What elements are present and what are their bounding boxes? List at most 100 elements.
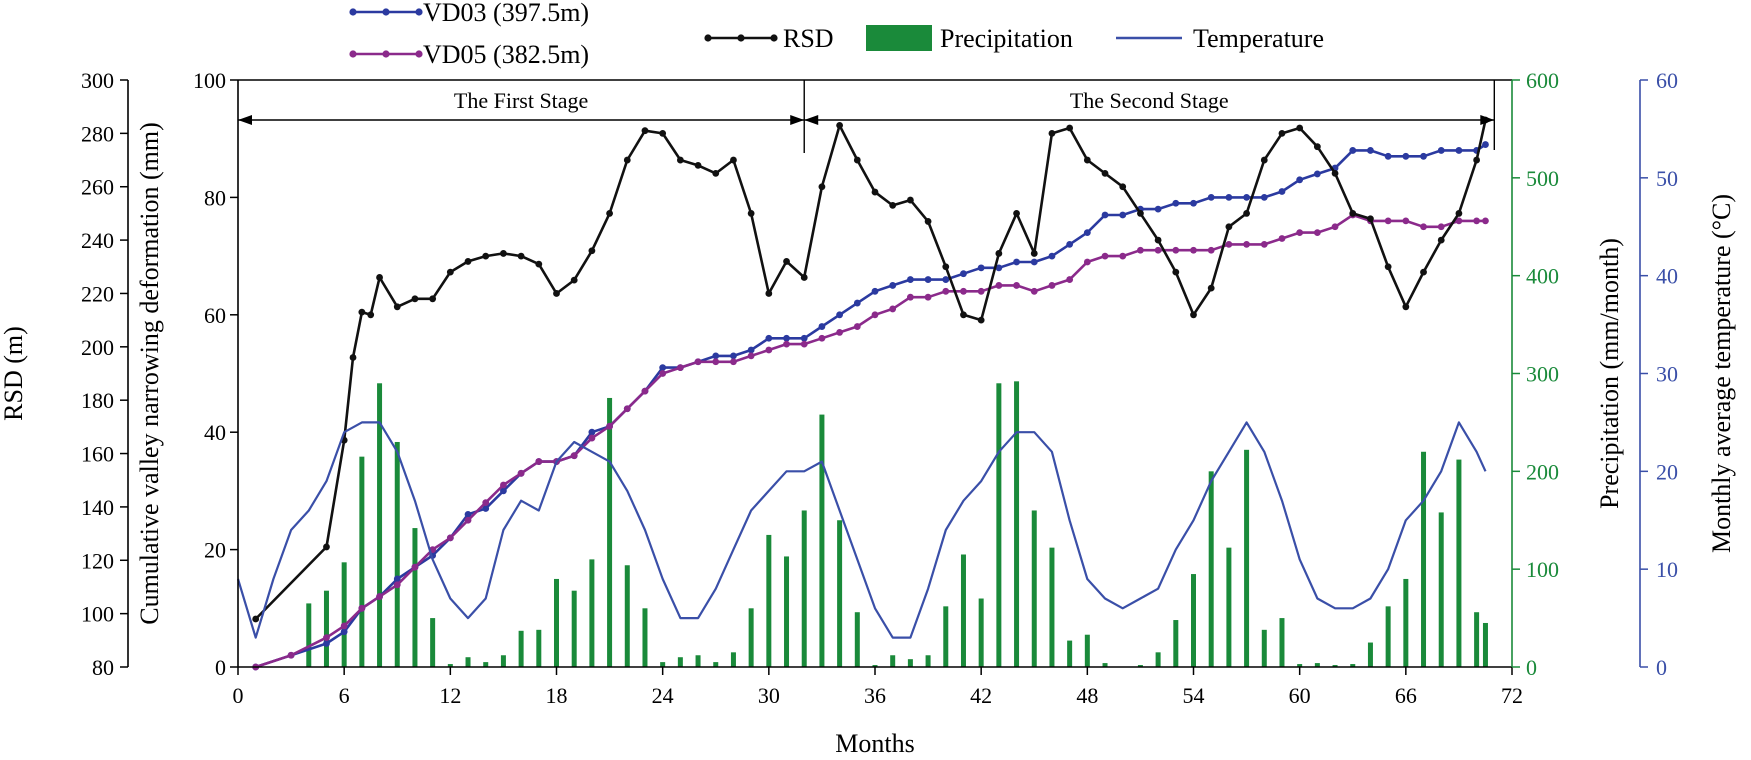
vd03-397-5m-point (1349, 147, 1357, 154)
legend: VD03 (397.5m) VD05 (382.5m) RSD Precipitati… (349, 0, 1324, 69)
x-tick-label: 30 (758, 683, 780, 708)
rsd-point (1367, 215, 1374, 223)
vd03-397-5m-point (1455, 147, 1463, 154)
vd05-382-5m-point (1473, 217, 1481, 225)
vd05-382-5m-point (446, 534, 454, 542)
x-tick-label: 72 (1501, 683, 1523, 708)
precipitation-bar (890, 655, 896, 667)
vd03-397-5m-point (323, 640, 330, 647)
vd05-382-5m-point (1048, 282, 1056, 289)
vd03-397-5m-point (889, 282, 897, 289)
legend-item: RSD (704, 24, 834, 53)
vd05-382-5m-point (783, 340, 790, 348)
vd05-382-5m-point (1030, 287, 1038, 295)
vd03-397-5m-point (1225, 194, 1233, 201)
precipitation-bar (306, 603, 312, 667)
rsd-tick-label: 220 (81, 281, 114, 306)
precipitation-tick-label: 500 (1526, 166, 1559, 191)
precipitation-bar (996, 383, 1002, 667)
vd03-397-5m-point (924, 276, 932, 283)
vd05-382-5m-point (1482, 217, 1489, 225)
vd05-382-5m-point (871, 311, 879, 319)
vd05-382-5m-point (1402, 217, 1410, 225)
axes: 0 6 12 18 24 30 36 42 48 54 60 66 72Months8010012014… (0, 68, 1736, 758)
temperature-tick-label: 40 (1656, 264, 1678, 289)
rsd-point (747, 210, 755, 217)
rsd-tick-label: 160 (81, 442, 114, 467)
rsd-point (1013, 210, 1020, 217)
legend-label: VD03 (397.5m) (423, 0, 589, 27)
vd03-397-5m-point (464, 510, 472, 518)
rsd-point (1260, 156, 1268, 164)
vd05-382-5m-point (853, 323, 861, 330)
rsd-tick-label: 120 (81, 548, 114, 573)
rsd-tick-label: 200 (81, 335, 114, 360)
rsd-point (323, 543, 330, 551)
vd05-382-5m-point (800, 340, 808, 348)
deformation-tick-label: 20 (204, 538, 226, 563)
precipitation-bar (801, 510, 807, 667)
vd05-382-5m-point (712, 358, 720, 366)
stage-arrowhead-left (804, 115, 819, 125)
vd03-397-5m-point (1048, 252, 1056, 260)
x-axis-title: Months (835, 729, 914, 758)
vd03-397-5m-point (995, 264, 1003, 272)
vd03-397-5m-point (1260, 194, 1268, 201)
vd03-397-5m-point (482, 505, 490, 512)
rsd-point (500, 250, 507, 257)
vd05-382-5m-point (960, 287, 967, 295)
precipitation-tick-label: 600 (1526, 68, 1559, 93)
rsd-point (800, 274, 808, 281)
precipitation-bar (1014, 381, 1020, 667)
vd03-397-5m-point (1296, 176, 1304, 184)
stage-label: The First Stage (454, 88, 588, 113)
precipitation-bar (784, 556, 790, 667)
rsd-point (641, 127, 649, 135)
rsd-tick-label: 280 (81, 121, 114, 146)
rsd-point (659, 129, 667, 137)
vd05-382-5m-point (606, 422, 613, 430)
vd05-382-5m-point (641, 387, 649, 395)
vd03-397-5m-point (588, 428, 596, 436)
rsd-point (1066, 124, 1074, 132)
rsd-point (871, 188, 879, 196)
rsd-tick-label: 300 (81, 68, 114, 93)
rsd-point (1313, 143, 1321, 151)
x-tick-label: 60 (1289, 683, 1311, 708)
rsd-point (765, 290, 773, 297)
rsd-point (606, 210, 613, 217)
vd05-382-5m-point (1066, 276, 1074, 283)
vd05-382-5m-point (1154, 246, 1162, 254)
x-tick-label: 66 (1395, 683, 1417, 708)
rsd-point (1296, 124, 1304, 132)
rsd-tick-label: 140 (81, 495, 114, 520)
precipitation-bar (766, 534, 772, 667)
rsd-point (1225, 223, 1233, 231)
rsd-point (464, 258, 472, 265)
precipitation-bar (1261, 629, 1267, 667)
vd05-382-5m-point (694, 358, 702, 366)
precipitation-bar (1350, 664, 1356, 667)
precipitation-bar (1031, 510, 1037, 667)
precipitation-bar (1314, 663, 1320, 667)
deformation-tick-label: 0 (215, 655, 226, 680)
rsd-point (1030, 250, 1038, 257)
vd05-382-5m-point (1101, 252, 1109, 260)
precipitation-bar (1482, 622, 1488, 667)
legend-marker (349, 50, 357, 58)
vd03-397-5m-point (1384, 152, 1392, 160)
x-tick-label: 6 (339, 683, 350, 708)
rsd-point (1473, 156, 1481, 164)
precipitation-tick-label: 100 (1526, 557, 1559, 582)
vd05-382-5m-point (376, 593, 383, 600)
rsd-point (906, 196, 914, 204)
legend-label: Temperature (1193, 24, 1324, 53)
rsd-point (252, 615, 260, 623)
rsd-point (730, 156, 737, 164)
vd05-382-5m-point (1172, 246, 1180, 254)
rsd-point (1207, 284, 1215, 292)
precipitation-bar (925, 655, 931, 667)
vd05-382-5m-point (358, 604, 366, 612)
legend-item: Precipitation (866, 24, 1073, 53)
legend-marker (770, 34, 778, 42)
